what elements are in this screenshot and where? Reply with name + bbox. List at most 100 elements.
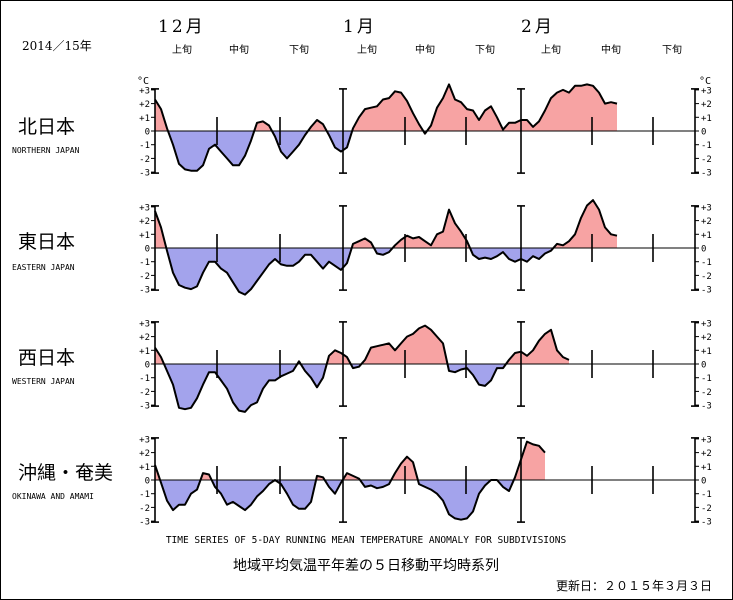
y-tick-label-right: +2 xyxy=(701,100,712,110)
negative-anomaly-area xyxy=(155,364,569,412)
region-name-jp: 沖縄・奄美 xyxy=(18,462,113,484)
y-tick-label-left: -1 xyxy=(139,374,150,384)
y-tick-label-right: -2 xyxy=(701,504,712,514)
year-label: 2014／15年 xyxy=(22,39,92,53)
anomaly-line xyxy=(154,324,570,413)
dekad-label-feb-1: 上旬 xyxy=(541,43,561,56)
y-tick-label-left: -1 xyxy=(139,258,150,268)
y-tick-label-left: 0 xyxy=(145,245,150,255)
panel-2: +3 +3 +2 +2 +1 +1 0 0 -1 -1 -2 -2 -3 -3 xyxy=(139,319,712,413)
y-tick-label-right: 0 xyxy=(701,477,706,487)
y-tick-label-right: +1 xyxy=(701,347,712,357)
month-label-jan: 1月 xyxy=(343,17,377,37)
y-tick-label-left: -2 xyxy=(139,272,150,282)
dekad-label-dec-1: 上旬 xyxy=(172,43,192,56)
y-tick-label-right: +3 xyxy=(701,203,712,213)
month-label-feb: 2月 xyxy=(521,17,555,37)
y-tick-label-right: -2 xyxy=(701,272,712,282)
negative-anomaly-area xyxy=(155,248,617,295)
y-tick-label-left: +3 xyxy=(139,435,150,445)
y-tick-label-right: 0 xyxy=(701,245,706,255)
anomaly-line xyxy=(154,199,618,296)
y-tick-label-right: -3 xyxy=(701,286,712,296)
y-tick-label-right: -3 xyxy=(701,169,712,179)
y-tick-label-left: +2 xyxy=(139,333,150,343)
y-tick-label-left: +2 xyxy=(139,100,150,110)
y-tick-label-left: 0 xyxy=(145,477,150,487)
y-tick-label-left: +3 xyxy=(139,86,150,96)
dekad-label-jan-2: 中旬 xyxy=(415,43,435,56)
panel-label-north: 北日本 NORTHERN JAPAN xyxy=(12,116,80,155)
update-date: 更新日：２０１５年３月３日 xyxy=(556,578,712,593)
y-tick-label-left: 0 xyxy=(145,128,150,138)
y-tick-label-right: +1 xyxy=(701,463,712,473)
y-tick-label-right: -3 xyxy=(701,402,712,412)
y-tick-label-right: +1 xyxy=(701,114,712,124)
y-tick-label-left: -3 xyxy=(139,286,150,296)
y-tick-label-left: -3 xyxy=(139,518,150,528)
y-tick-label-left: -3 xyxy=(139,402,150,412)
y-tick-label-right: -1 xyxy=(701,490,712,500)
y-tick-label-left: +1 xyxy=(139,463,150,473)
japanese-title: 地域平均気温平年差の５日移動平均時系列 xyxy=(233,558,499,574)
panel-label-east: 東日本 EASTERN JAPAN xyxy=(12,231,75,272)
region-name-en: WESTERN JAPAN xyxy=(12,377,75,386)
region-name-en: OKINAWA AND AMAMI xyxy=(12,492,94,501)
english-title: TIME SERIES OF 5-DAY RUNNING MEAN TEMPER… xyxy=(166,535,567,546)
y-tick-label-left: +3 xyxy=(139,319,150,329)
dekad-label-dec-2: 中旬 xyxy=(229,43,249,56)
y-tick-label-right: -2 xyxy=(701,388,712,398)
y-tick-label-right: 0 xyxy=(701,128,706,138)
panel-3: +3 +3 +2 +2 +1 +1 0 0 -1 -1 -2 -2 -3 -3 xyxy=(139,435,712,527)
dekad-label-jan-3: 下旬 xyxy=(475,43,495,56)
y-tick-label-left: -3 xyxy=(139,169,150,179)
y-tick-label-right: -1 xyxy=(701,374,712,384)
panel-1: +3 +3 +2 +2 +1 +1 0 0 -1 -1 -2 -2 -3 -3 xyxy=(139,199,712,296)
dekad-label-jan-1: 上旬 xyxy=(357,43,377,56)
panel-label-okinawa: 沖縄・奄美 OKINAWA AND AMAMI xyxy=(12,462,113,501)
y-tick-label-left: +1 xyxy=(139,231,150,241)
positive-anomaly-area xyxy=(155,200,617,248)
unit-label-right: °C xyxy=(699,76,711,87)
positive-anomaly-area xyxy=(155,84,617,131)
dekad-label-feb-2: 中旬 xyxy=(601,43,621,56)
positive-anomaly-area xyxy=(155,325,569,364)
y-tick-label-left: +2 xyxy=(139,449,150,459)
anomaly-line xyxy=(154,440,546,521)
region-name-jp: 東日本 xyxy=(18,231,75,253)
region-name-jp: 西日本 xyxy=(18,347,75,369)
y-tick-label-left: -1 xyxy=(139,490,150,500)
chart-panels: +3 +3+2 +2+1 +10 0-1 -1-2 -2-3 -3°C °C+3 +3+2 +2+1… xyxy=(137,76,712,528)
panel-label-west: 西日本 WESTERN JAPAN xyxy=(12,347,75,386)
y-tick-label-right: +3 xyxy=(701,435,712,445)
y-tick-label-right: -2 xyxy=(701,155,712,165)
panel-0: +3 +3 +2 +2 +1 +1 0 0 -1 -1 -2 -2 -3 -3 °C °C xyxy=(137,76,712,179)
dekad-label-dec-3: 下旬 xyxy=(289,43,309,56)
negative-anomaly-area xyxy=(155,131,617,171)
y-tick-label-right: +3 xyxy=(701,86,712,96)
y-tick-label-left: +2 xyxy=(139,217,150,227)
month-label-dec: 12月 xyxy=(158,17,206,37)
y-tick-label-right: +2 xyxy=(701,333,712,343)
y-tick-label-right: -1 xyxy=(701,258,712,268)
region-name-jp: 北日本 xyxy=(18,116,75,138)
y-tick-label-right: +2 xyxy=(701,217,712,227)
y-tick-label-right: -3 xyxy=(701,518,712,528)
y-tick-label-left: +1 xyxy=(139,114,150,124)
anomaly-line xyxy=(154,83,618,172)
y-tick-label-right: -1 xyxy=(701,141,712,151)
y-tick-label-left: -2 xyxy=(139,388,150,398)
y-tick-label-left: -2 xyxy=(139,504,150,514)
dekad-label-feb-3: 下旬 xyxy=(662,43,682,56)
unit-label-left: °C xyxy=(137,76,149,87)
y-tick-label-left: +3 xyxy=(139,203,150,213)
y-tick-label-right: +3 xyxy=(701,319,712,329)
y-tick-label-right: +1 xyxy=(701,231,712,241)
region-name-en: NORTHERN JAPAN xyxy=(12,146,80,155)
y-tick-label-right: 0 xyxy=(701,361,706,371)
y-tick-label-right: +2 xyxy=(701,449,712,459)
y-tick-label-left: 0 xyxy=(145,361,150,371)
y-tick-label-left: -1 xyxy=(139,141,150,151)
